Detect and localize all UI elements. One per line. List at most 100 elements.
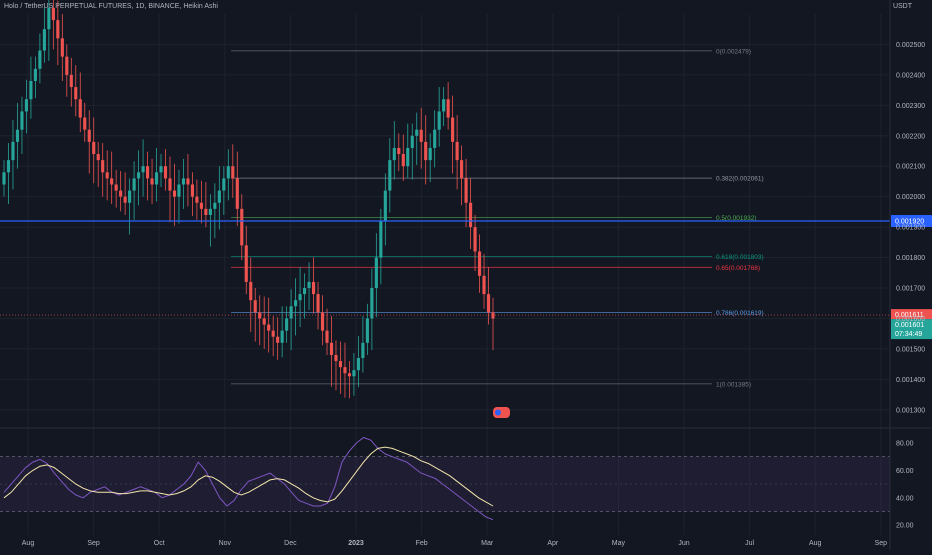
fib-level-label: 0.786(0.001619) [716,310,764,317]
candle-body [213,202,217,209]
candle-body [437,111,441,130]
candle-body [181,178,186,185]
candle-body [383,190,387,222]
fib-level-label: 0.382(0.002061) [716,176,764,183]
candle-body [365,318,369,343]
candle-body [132,178,136,191]
candle-body [150,178,154,185]
time-tick-label: Feb [416,540,428,547]
time-tick-label: Sep [875,540,888,547]
candle-body [267,324,271,331]
candle-body [446,99,450,118]
candle-body [172,190,177,197]
rsi-pane [0,436,890,521]
candle-body [316,294,320,313]
candle-body [168,178,172,191]
currency-label: USDT [892,3,912,10]
candle-body [352,370,356,377]
rsi-tick-label: 20.00 [896,523,914,530]
candle-body [128,190,132,203]
candle-body [428,147,432,161]
horizontal-line: 0.001920 0.001611 0.001601 07:34:49 [0,215,932,340]
time-tick-label: Aug [809,540,822,547]
time-tick-label: Jun [678,540,689,547]
candle-body [29,80,33,100]
candle-body [343,367,347,374]
candle-body [114,184,118,191]
candle-body [78,99,82,118]
candle-body [101,160,105,173]
candle-body [20,111,24,130]
candle-body [370,288,374,319]
price-tick-label: 0.002100 [896,164,925,171]
time-tick-label: Nov [219,540,232,547]
candle-body [379,221,383,258]
candle-body [141,166,145,173]
chart-title: Holo / TetherUS PERPETUAL FUTURES, 1D, B… [4,3,218,10]
candle-body [253,300,257,313]
candle-body [276,336,280,343]
fib-level-label: 1(0.001385) [716,381,751,388]
candle-body [235,178,239,209]
candle-body [11,141,15,161]
candle-body [190,184,194,197]
candle-body [388,160,392,191]
price-tick-label: 0.001300 [896,407,925,414]
time-tick-label: May [612,540,626,547]
candle-body [65,56,69,75]
price-tick-label: 0.001400 [896,377,925,384]
candle-body [356,358,360,371]
horizontal-line-tag [891,215,932,228]
candle-body [298,294,302,301]
candle-body [392,147,396,161]
candle-body [397,147,401,155]
price-tick-label: 0.001900 [896,225,925,232]
time-tick-label: Apr [547,540,559,547]
time-tick-label: Dec [284,540,297,547]
candle-body [163,166,168,179]
candle-body [56,20,60,39]
candle-body [271,330,275,337]
price-tick-label: 0.002500 [896,42,925,49]
last-price-tag [891,309,932,320]
candle-body [159,166,163,173]
fib-level-label: 0(0.002479) [716,48,751,55]
candles [2,0,495,399]
price-tick-label: 0.001600 [896,316,925,323]
horizontal-line-tag-label: 0.001920 [895,219,924,226]
candle-body [60,38,64,57]
candle-body [15,129,20,142]
candle-body [110,178,114,185]
fib-level-label: 0.618(0.001803) [716,254,764,261]
time-tick-label: 2023 [348,540,364,547]
candle-body [123,196,127,203]
candle-body [451,117,455,142]
candle-body [262,318,266,325]
candle-body [74,87,78,100]
candle-body [33,68,37,81]
candle-body [311,281,316,295]
time-tick-label: Sep [87,540,100,547]
candle-body [329,342,334,355]
candle-body [285,318,289,331]
candle-body [464,178,468,203]
candle-body [226,166,230,179]
rsi-tick-label: 60.00 [896,468,914,475]
candle-body [96,154,100,161]
time-tick-label: Aug [22,540,35,547]
candle-body [24,99,29,112]
price-tag [891,319,932,340]
candle-body [473,227,477,252]
candle-body [419,129,423,142]
candle-body [491,312,495,319]
candle-body [249,281,253,301]
candle-body [258,312,262,319]
candle-body [38,50,42,69]
price-tick-label: 0.002300 [896,103,925,110]
candle-body [307,281,311,288]
candle-body [186,178,190,185]
candle-body [145,166,150,179]
rsi-tick-label: 80.00 [896,440,914,447]
